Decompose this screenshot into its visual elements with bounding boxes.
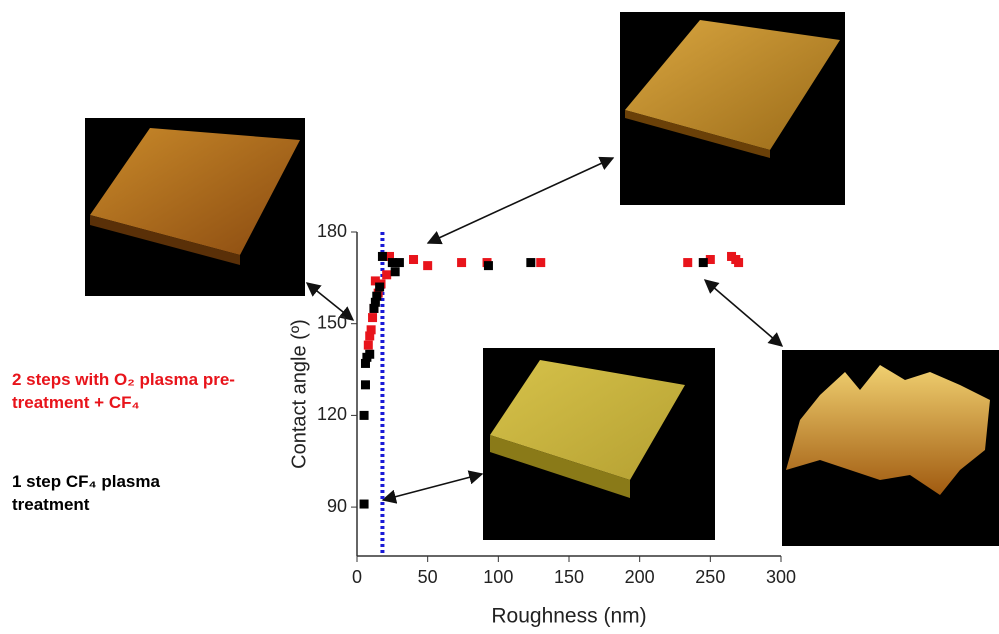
y-tick-label: 180 xyxy=(317,221,347,241)
point xyxy=(361,380,370,389)
chart: Contact angle (º) Roughness (nm) 90 120 15… xyxy=(0,0,999,634)
point xyxy=(457,258,466,267)
afm-image xyxy=(620,12,845,205)
point xyxy=(378,252,387,261)
point xyxy=(364,341,373,350)
point xyxy=(367,325,376,334)
legend-entry: 1 step CF₄ plasma treatment xyxy=(12,470,212,516)
x-tick-label: 300 xyxy=(766,567,796,587)
x-tick-label: 200 xyxy=(625,567,655,587)
point xyxy=(375,283,384,292)
point xyxy=(484,261,493,270)
point xyxy=(423,261,432,270)
point xyxy=(699,258,708,267)
x-tick-label: 250 xyxy=(695,567,725,587)
point xyxy=(382,270,391,279)
point xyxy=(391,267,400,276)
point xyxy=(360,500,369,509)
x-tick-label: 150 xyxy=(554,567,584,587)
x-tick-label: 50 xyxy=(418,567,438,587)
x-tick-label: 0 xyxy=(352,567,362,587)
point xyxy=(683,258,692,267)
point xyxy=(395,258,404,267)
x-axis-label: Roughness (nm) xyxy=(491,605,646,628)
y-axis-label: Contact angle (º) xyxy=(288,319,310,469)
afm-image xyxy=(483,348,715,540)
y-tick-label: 120 xyxy=(317,404,347,424)
point xyxy=(368,313,377,322)
point xyxy=(365,350,374,359)
page: Contact angle (º) Roughness (nm) 90 120 15… xyxy=(0,0,999,634)
point xyxy=(409,255,418,264)
x-tick-label: 100 xyxy=(483,567,513,587)
point xyxy=(372,292,381,301)
point xyxy=(526,258,535,267)
legend-entry: 2 steps with O₂ plasma pre-treatment + C… xyxy=(12,368,252,414)
afm-image xyxy=(85,118,305,296)
y-tick-label: 150 xyxy=(317,312,347,332)
point xyxy=(734,258,743,267)
point xyxy=(360,411,369,420)
point xyxy=(536,258,545,267)
y-tick-label: 90 xyxy=(327,496,347,516)
afm-image xyxy=(782,350,999,546)
